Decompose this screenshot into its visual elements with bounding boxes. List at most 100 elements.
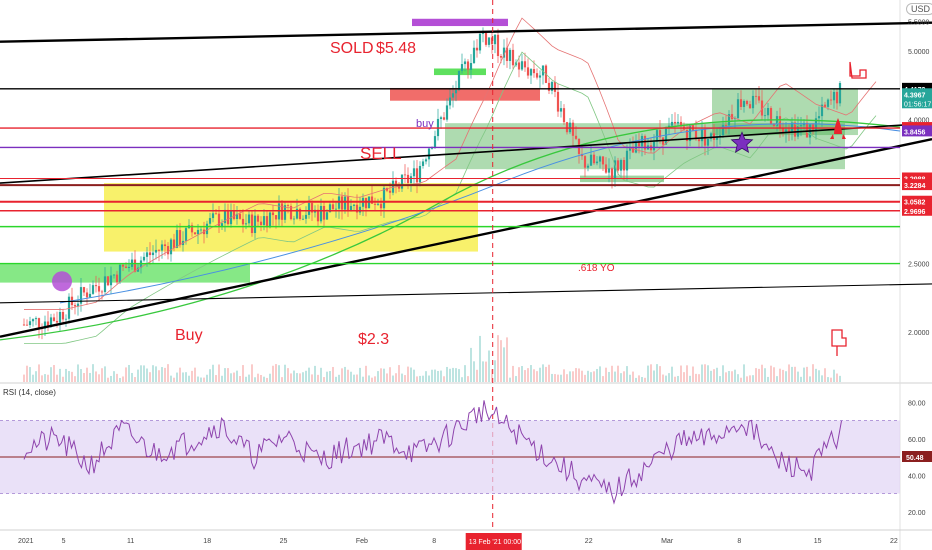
candle-body[interactable] [610, 168, 614, 179]
candle-body[interactable] [736, 99, 740, 119]
candle-body[interactable] [328, 204, 332, 213]
candle-body[interactable] [487, 37, 491, 45]
candle-body[interactable] [592, 154, 596, 164]
candle-body[interactable] [103, 276, 107, 292]
candle-body[interactable] [58, 311, 62, 323]
candle-body[interactable] [619, 160, 623, 171]
candle-body[interactable] [244, 223, 248, 225]
candle-body[interactable] [571, 122, 575, 136]
candle-body[interactable] [757, 96, 761, 101]
candle-body[interactable] [769, 108, 773, 125]
candle-body[interactable] [499, 56, 503, 58]
candle-body[interactable] [556, 91, 560, 112]
candle-body[interactable] [280, 203, 284, 220]
candle-body[interactable] [160, 244, 164, 251]
candle-body[interactable] [604, 164, 608, 173]
candle-body[interactable] [346, 196, 350, 211]
candle-body[interactable] [430, 148, 434, 149]
candle-body[interactable] [340, 196, 344, 210]
candle-body[interactable] [232, 210, 236, 220]
candle-body[interactable] [97, 286, 101, 292]
candle-body[interactable] [268, 212, 272, 228]
candle-body[interactable] [28, 321, 32, 326]
candle-body[interactable] [775, 116, 779, 126]
candle-body[interactable] [484, 32, 488, 45]
candle-body[interactable] [766, 108, 770, 116]
candle-body[interactable] [535, 73, 539, 78]
candle-body[interactable] [562, 108, 566, 123]
candle-body[interactable] [532, 69, 536, 74]
candle-body[interactable] [253, 215, 257, 234]
candle-body[interactable] [49, 317, 53, 327]
candle-body[interactable] [760, 100, 764, 116]
candle-body[interactable] [706, 138, 710, 146]
candle-body[interactable] [628, 146, 632, 151]
candle-body[interactable] [505, 47, 509, 61]
candle-body[interactable] [391, 180, 395, 193]
drawing-lines[interactable] [0, 0, 932, 530]
candle-body[interactable] [250, 214, 254, 234]
candle-body[interactable] [43, 321, 47, 329]
candle-body[interactable] [190, 225, 194, 233]
candle-body[interactable] [832, 91, 836, 101]
candle-body[interactable] [781, 127, 785, 133]
candle-body[interactable] [184, 228, 188, 241]
candle-body[interactable] [256, 215, 260, 222]
candle-body[interactable] [199, 229, 203, 231]
middle-trendline[interactable] [0, 122, 932, 184]
candle-body[interactable] [205, 223, 209, 235]
candle-body[interactable] [376, 203, 380, 205]
candle-body[interactable] [112, 274, 116, 276]
candle-body[interactable] [94, 285, 98, 287]
candle-body[interactable] [169, 239, 173, 255]
candle-body[interactable] [598, 156, 602, 162]
candle-body[interactable] [826, 99, 830, 107]
candle-body[interactable] [247, 214, 251, 224]
candle-body[interactable] [295, 208, 299, 219]
candle-body[interactable] [685, 130, 689, 142]
price-tag[interactable]: 2.9696 [902, 204, 932, 216]
candle-body[interactable] [331, 204, 335, 210]
candle-body[interactable] [478, 33, 482, 51]
candle-body[interactable] [427, 148, 431, 160]
currency-badge[interactable]: USD [906, 3, 932, 15]
candle-body[interactable] [157, 249, 161, 251]
candle-body[interactable] [754, 95, 758, 97]
candle-body[interactable] [601, 156, 605, 165]
candle-body[interactable] [142, 256, 146, 261]
candle-body[interactable] [274, 215, 278, 220]
candle-body[interactable] [742, 100, 746, 107]
candle-body[interactable] [805, 122, 809, 138]
candle-body[interactable] [496, 34, 500, 57]
candle-body[interactable] [439, 117, 443, 119]
candle-body[interactable] [574, 135, 578, 139]
candle-body[interactable] [175, 230, 179, 248]
candle-body[interactable] [223, 209, 227, 224]
candle-body[interactable] [583, 156, 587, 168]
candle-body[interactable] [679, 121, 683, 127]
candle-body[interactable] [424, 159, 428, 162]
candle-body[interactable] [91, 285, 95, 294]
candle-body[interactable] [508, 49, 512, 61]
candle-body[interactable] [526, 67, 530, 76]
candle-body[interactable] [25, 324, 29, 326]
candle-body[interactable] [238, 213, 242, 219]
candle-body[interactable] [664, 127, 668, 145]
candle-body[interactable] [82, 287, 86, 293]
candle-body[interactable] [412, 168, 416, 177]
candle-body[interactable] [673, 121, 677, 124]
candle-body[interactable] [343, 196, 347, 210]
price-tag[interactable]: 3.8456 [902, 125, 932, 137]
candle-body[interactable] [442, 117, 446, 120]
candle-body[interactable] [631, 146, 635, 153]
candle-body[interactable] [310, 203, 314, 213]
candle-body[interactable] [433, 136, 437, 149]
candle-body[interactable] [379, 203, 383, 209]
candle-body[interactable] [52, 317, 56, 321]
candle-body[interactable] [472, 47, 476, 64]
candle-body[interactable] [226, 209, 230, 225]
candle-body[interactable] [241, 218, 245, 225]
candle-body[interactable] [46, 321, 50, 327]
target-trendline[interactable] [0, 283, 932, 304]
candle-body[interactable] [208, 218, 212, 224]
